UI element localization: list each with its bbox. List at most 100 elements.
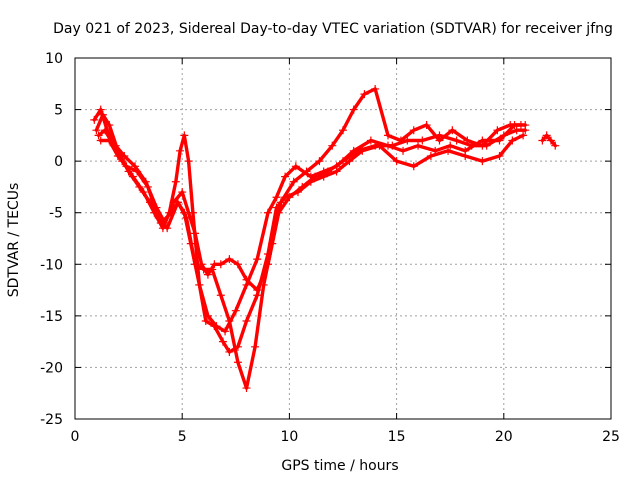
data-point	[396, 136, 405, 145]
data-point	[506, 121, 515, 130]
data-point	[251, 342, 260, 351]
data-point	[268, 239, 277, 248]
data-point	[154, 213, 163, 222]
data-point	[414, 141, 423, 150]
data-point	[225, 255, 234, 264]
data-point	[143, 182, 152, 191]
data-point	[191, 260, 200, 269]
series-line	[98, 87, 523, 390]
data-point	[495, 151, 504, 160]
data-point	[478, 157, 487, 166]
data-point	[358, 146, 367, 155]
data-point	[448, 126, 457, 135]
data-point	[493, 126, 502, 135]
data-point	[276, 198, 285, 207]
data-point	[92, 126, 101, 135]
data-point	[178, 188, 187, 197]
data-point	[319, 172, 328, 181]
data-point	[281, 172, 290, 181]
data-point	[546, 136, 555, 145]
data-point	[418, 136, 427, 145]
data-point	[508, 136, 517, 145]
data-point	[216, 291, 225, 300]
grid	[75, 58, 611, 419]
chart-title: Day 021 of 2023, Sidereal Day-to-day VTE…	[53, 21, 613, 37]
data-point	[551, 141, 560, 150]
data-point	[332, 167, 341, 176]
data-point	[392, 157, 401, 166]
data-point	[446, 141, 455, 150]
data-point	[516, 121, 525, 130]
series-line	[540, 133, 557, 148]
data-point	[366, 136, 375, 145]
series-line	[96, 128, 525, 354]
data-point	[426, 151, 435, 160]
x-axis-label: GPS time / hours	[281, 458, 398, 474]
data-point	[171, 177, 180, 186]
data-point	[233, 358, 242, 367]
data-point	[293, 188, 302, 197]
data-point	[105, 121, 114, 130]
data-point	[101, 126, 110, 135]
data-point	[461, 151, 470, 160]
data-point	[328, 141, 337, 150]
y-tick-label: 0	[54, 154, 63, 170]
data-point	[163, 224, 172, 233]
data-point	[180, 131, 189, 140]
data-point	[201, 317, 210, 326]
y-tick-label: 10	[45, 51, 63, 67]
data-point	[435, 136, 444, 145]
data-point	[242, 384, 251, 393]
data-point	[231, 306, 240, 315]
series-layer	[90, 84, 560, 393]
y-tick-label: -15	[40, 309, 63, 325]
data-point	[233, 260, 242, 269]
data-point	[210, 322, 219, 331]
data-point	[339, 126, 347, 135]
x-tick-label: 25	[602, 429, 620, 445]
data-point	[478, 141, 487, 150]
data-point	[176, 146, 185, 155]
data-point	[315, 157, 324, 166]
x-tick-label: 10	[280, 429, 298, 445]
data-point	[291, 162, 300, 171]
data-point	[375, 141, 384, 150]
y-tick-label: -25	[40, 412, 63, 428]
plot-frame	[74, 57, 612, 420]
data-point	[242, 280, 251, 289]
data-point	[225, 347, 234, 356]
data-point	[253, 255, 262, 264]
data-point	[225, 317, 234, 326]
data-point	[409, 126, 418, 135]
data-point	[139, 188, 148, 197]
series-pass-3	[94, 126, 528, 356]
data-point	[399, 146, 408, 155]
data-point	[242, 317, 251, 326]
data-point	[444, 146, 453, 155]
axis-ticks: 0 5 10 15 20 25 -25 -20 -15 -10 -5 0 5 10	[40, 51, 620, 445]
data-point	[216, 260, 225, 269]
data-point	[263, 208, 272, 217]
data-point	[495, 136, 504, 145]
data-point	[188, 208, 197, 217]
data-point	[306, 177, 315, 186]
data-point	[538, 136, 547, 145]
data-point	[203, 270, 212, 279]
data-point	[208, 265, 217, 274]
data-point	[173, 198, 182, 207]
data-point	[122, 162, 131, 171]
y-tick-label: 5	[54, 103, 63, 119]
data-point	[218, 337, 227, 346]
x-tick-label: 15	[388, 429, 406, 445]
y-tick-label: -5	[49, 206, 63, 222]
data-point	[542, 131, 551, 140]
data-point	[133, 167, 142, 176]
data-point	[384, 141, 393, 150]
y-tick-label: -10	[40, 257, 63, 273]
x-tick-label: 5	[178, 429, 187, 445]
data-point	[105, 136, 114, 145]
data-point	[90, 115, 99, 124]
data-point	[302, 167, 311, 176]
series-pass-5	[538, 131, 560, 150]
